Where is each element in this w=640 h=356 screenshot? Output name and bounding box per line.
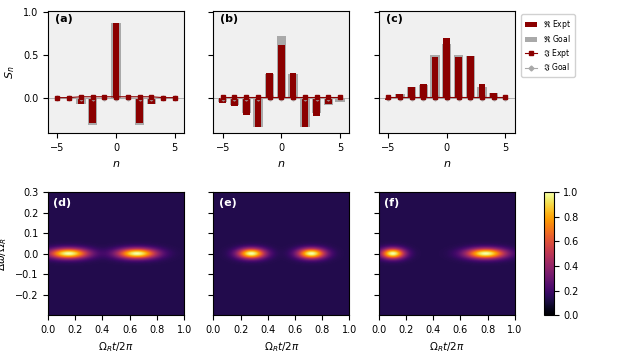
Text: (e): (e) <box>219 198 237 209</box>
Bar <box>444 38 450 98</box>
X-axis label: $\Omega_R t/2\pi$: $\Omega_R t/2\pi$ <box>99 340 134 354</box>
Bar <box>397 94 403 98</box>
Y-axis label: $S_n$: $S_n$ <box>4 65 17 79</box>
Bar <box>489 93 499 98</box>
Bar <box>420 84 427 98</box>
Bar <box>290 73 296 98</box>
Bar <box>253 98 262 127</box>
Bar <box>432 57 438 98</box>
Bar <box>255 98 261 127</box>
Bar <box>124 98 131 99</box>
Text: (b): (b) <box>220 14 238 24</box>
Bar <box>337 98 344 99</box>
Bar <box>385 98 392 100</box>
Bar <box>136 98 143 123</box>
Bar <box>467 56 474 98</box>
Bar <box>407 87 416 98</box>
Text: (a): (a) <box>55 14 72 24</box>
Bar <box>479 84 485 98</box>
Text: (c): (c) <box>385 14 403 24</box>
Bar <box>111 23 121 98</box>
Bar <box>430 55 440 98</box>
Bar <box>442 44 451 98</box>
Bar <box>230 98 239 105</box>
Bar <box>490 93 497 98</box>
Legend: $\mathfrak{R}$ Expt, $\mathfrak{R}$ Goal, $\mathfrak{I}$ Expt, $\mathfrak{I}$ Go: $\mathfrak{R}$ Expt, $\mathfrak{R}$ Goal… <box>522 15 575 77</box>
Bar <box>88 98 97 125</box>
Bar <box>419 85 428 98</box>
Bar <box>276 36 286 98</box>
X-axis label: n: n <box>444 159 451 169</box>
Bar <box>278 45 285 98</box>
Bar <box>266 73 273 98</box>
Bar <box>312 98 321 113</box>
X-axis label: n: n <box>278 159 285 169</box>
Bar <box>477 87 486 98</box>
Bar <box>502 98 509 99</box>
Bar <box>454 55 463 98</box>
Bar <box>147 98 156 104</box>
Bar <box>324 98 333 105</box>
Bar <box>148 98 155 104</box>
X-axis label: $\Omega_R t/2\pi$: $\Omega_R t/2\pi$ <box>429 340 465 354</box>
Bar <box>383 98 393 99</box>
Bar <box>76 98 86 104</box>
Bar <box>395 94 404 98</box>
Bar <box>408 87 415 98</box>
X-axis label: n: n <box>113 159 120 169</box>
Bar <box>77 98 84 104</box>
Bar <box>265 74 275 98</box>
Bar <box>89 98 96 123</box>
X-axis label: $\Omega_R t/2\pi$: $\Omega_R t/2\pi$ <box>264 340 299 354</box>
Bar <box>135 98 144 125</box>
Bar <box>218 98 227 102</box>
Bar <box>231 98 238 106</box>
Bar <box>241 98 251 113</box>
Bar <box>313 98 320 116</box>
Text: (f): (f) <box>384 198 399 209</box>
Y-axis label: $\Delta\omega/\Omega_R$: $\Delta\omega/\Omega_R$ <box>0 237 9 271</box>
Bar <box>101 98 108 99</box>
Bar <box>113 23 120 98</box>
Bar <box>335 98 345 102</box>
Bar <box>289 74 298 98</box>
Bar <box>220 98 226 103</box>
Bar <box>243 98 250 115</box>
Bar <box>500 98 510 99</box>
Text: (d): (d) <box>54 198 72 209</box>
Bar <box>455 57 462 98</box>
Bar <box>465 56 475 98</box>
Bar <box>301 98 308 127</box>
Bar <box>325 98 332 104</box>
Bar <box>300 98 310 127</box>
